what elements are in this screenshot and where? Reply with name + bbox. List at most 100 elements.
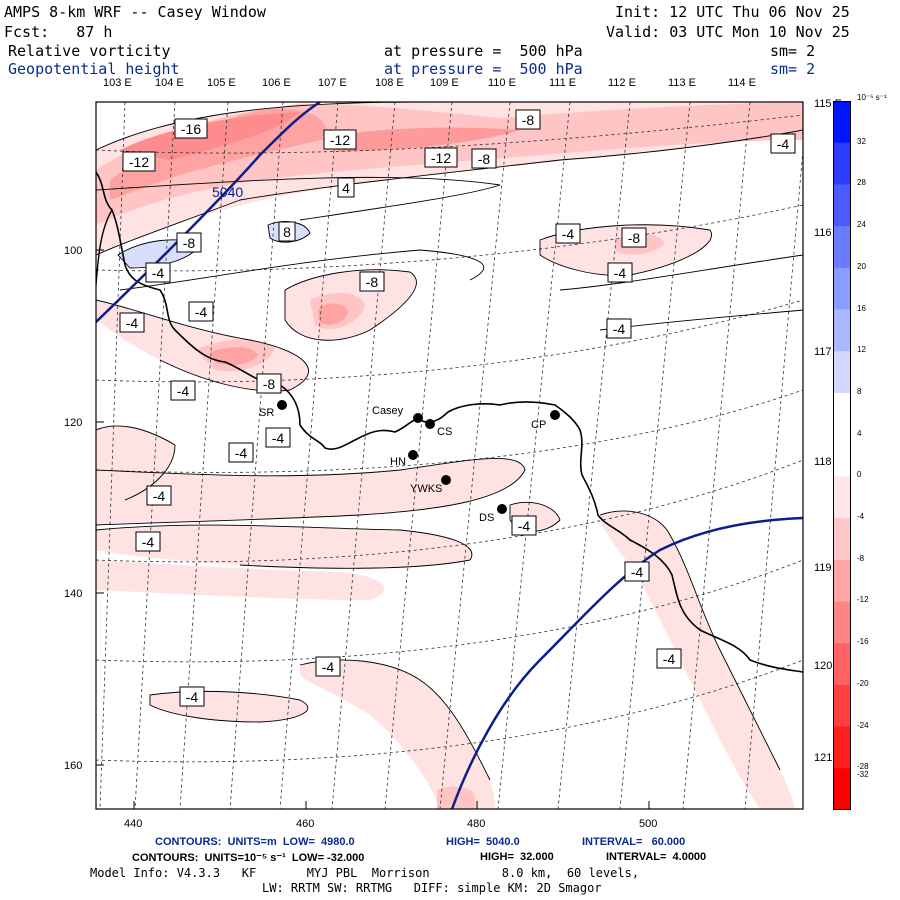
station-marker-ds[interactable]: [497, 504, 507, 514]
colorbar-swatch: [833, 601, 851, 644]
station-label: HN: [390, 456, 406, 468]
contour-label-box: [359, 271, 385, 292]
y-axis-label: 100: [64, 245, 83, 257]
top-lon-label: 106 E: [262, 77, 291, 89]
top-lon-label: 104 E: [155, 77, 184, 89]
contour-label-box: [174, 118, 208, 139]
colorbar-label: -8: [857, 553, 865, 563]
footer-vort-high: HIGH= 32.000: [480, 851, 554, 863]
station-marker-sr[interactable]: [277, 400, 287, 410]
contour-label: -4: [126, 315, 139, 331]
colorbar-swatch: [833, 142, 851, 185]
station-marker-cs[interactable]: [425, 419, 435, 429]
contour-labels: -16 -12 -12 -12 -8 -8 -4 4 -8 8 -4 -8 -4 -4 -8 -4 -4 -4 -4…: [119, 109, 796, 707]
colorbar-label: -28: [857, 762, 869, 772]
colorbar-label: 16: [857, 303, 866, 313]
colorbar-label: -32: [857, 770, 869, 779]
footer-vort-interval: INTERVAL= 4.0000: [606, 851, 707, 863]
contour-label-box: [323, 129, 357, 150]
colorbar-swatch: [833, 476, 851, 519]
contour-label: -4: [663, 651, 676, 667]
station-labels: SR Casey CS CP HN YWKS DS: [259, 405, 546, 524]
contour-label-box: [122, 151, 156, 172]
station-label: YWKS: [410, 483, 442, 495]
contour-label-box: [607, 262, 633, 283]
colorbar-label: 28: [857, 178, 866, 188]
colorbar-label: -24: [857, 720, 869, 730]
footer-model-physics: LW: RRTM SW: RRTMG DIFF: simple KM: 2D S…: [262, 881, 602, 895]
x-axis-label: 460: [296, 818, 315, 830]
contour-label: -12: [129, 154, 149, 170]
contour-label: -4: [177, 383, 190, 399]
station-marker-ywks[interactable]: [441, 475, 451, 485]
contour-label: -8: [183, 235, 196, 251]
height-contour-5040-north: [96, 102, 321, 323]
field1-name: Relative vorticity: [8, 42, 171, 60]
x-axis-label: 500: [639, 818, 658, 830]
top-lon-label: 111 E: [549, 77, 577, 89]
station-marker-hn[interactable]: [408, 450, 418, 460]
station-label: CP: [531, 419, 546, 431]
field2-level: at pressure = 500 hPa: [384, 60, 583, 78]
contour-label: -4: [614, 265, 627, 281]
contour-label-box: [179, 686, 205, 707]
colorbar-swatch: [833, 351, 851, 394]
field1-smoothing: sm= 2: [770, 42, 816, 60]
contour-label: -12: [330, 132, 350, 148]
colorbar-unit: 10⁻⁵ s⁻¹: [857, 93, 887, 102]
contour-label-box: [315, 656, 341, 677]
height-contour-south: [450, 516, 803, 809]
colorbar-swatch: [833, 226, 851, 269]
contour-label-box: [228, 442, 254, 463]
station-markers: [277, 400, 560, 514]
station-label: SR: [259, 407, 274, 419]
colorbar-swatch: [833, 101, 851, 144]
contour-label-box: [265, 427, 291, 448]
contour-label: -16: [181, 121, 201, 137]
contour-label: -12: [431, 150, 451, 166]
contour-label: 4: [342, 180, 350, 196]
contour-label-box: [188, 301, 214, 322]
contour-label-box: [424, 147, 458, 168]
station-marker-casey[interactable]: [413, 413, 423, 423]
colorbar-swatch: [833, 726, 851, 769]
contour-label-box: [471, 148, 497, 169]
y-axis-label: 140: [64, 588, 83, 600]
contour-label-box: [621, 227, 647, 248]
station-marker-cp[interactable]: [550, 410, 560, 420]
colorbar-swatch: [833, 559, 851, 602]
contour-label: -4: [613, 321, 626, 337]
contour-label-box: [278, 221, 296, 242]
y-axis-label: 120: [64, 417, 83, 429]
top-lon-label: 108 E: [375, 77, 404, 89]
footer-vort-contours: CONTOURS: UNITS=10⁻⁵ s⁻¹ LOW= -32.000: [132, 852, 365, 864]
colorbar-label: 0: [857, 470, 862, 480]
contour-label: -4: [322, 659, 335, 675]
contour-label: -8: [478, 151, 491, 167]
footer-height-contours: CONTOURS: UNITS=m LOW= 4980.0: [155, 836, 355, 848]
colorbar-swatch: [833, 643, 851, 686]
contour-label-box: [146, 485, 172, 506]
latitude-grid: [96, 114, 803, 763]
contour-label: -8: [522, 112, 535, 128]
colorbar-label: -16: [857, 637, 869, 647]
contour-label-box: [176, 232, 202, 253]
colorbar-label: 20: [857, 261, 866, 271]
contour-label-box: [656, 648, 682, 669]
contour-label-box: [170, 380, 196, 401]
colorbar-swatch: [833, 768, 851, 810]
top-lon-label: 110 E: [488, 77, 516, 89]
contour-label: -4: [562, 226, 575, 242]
colorbar-label: -20: [857, 678, 869, 688]
top-lon-label: 112 E: [608, 77, 636, 89]
field2-smoothing: sm= 2: [770, 60, 816, 78]
contour-label: -4: [153, 488, 166, 504]
contour-label: -8: [263, 376, 276, 392]
footer-height-high: HIGH= 5040.0: [446, 836, 520, 848]
top-lon-label: 114 E: [728, 77, 756, 89]
colorbar-label: -12: [857, 595, 869, 605]
colorbar-swatch: [833, 184, 851, 227]
height-contour-label: 5040: [212, 184, 243, 200]
contour-label: -4: [631, 564, 644, 580]
top-lon-label: 103 E: [103, 77, 132, 89]
